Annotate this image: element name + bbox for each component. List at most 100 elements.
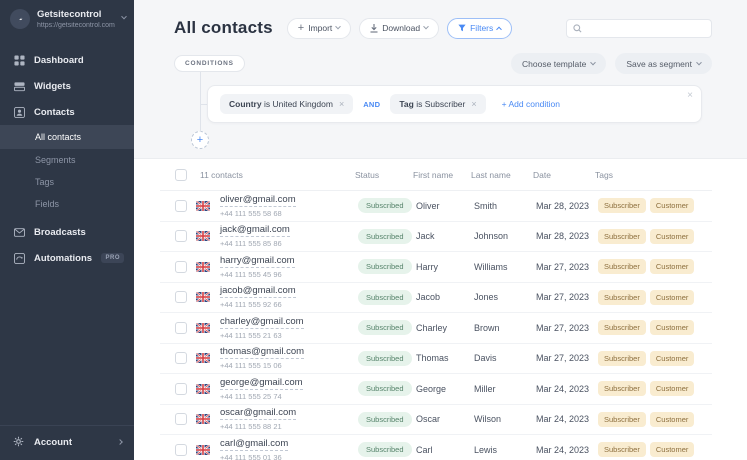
contact-email[interactable]: jacob@gmail.com (220, 285, 296, 299)
row-checkbox[interactable] (175, 260, 187, 273)
table-row[interactable]: jacob@gmail.com +44 111 555 92 66 Subscr… (160, 283, 712, 313)
uk-flag-icon (196, 292, 210, 303)
row-checkbox[interactable] (175, 443, 187, 456)
first-name-cell: Harry (416, 261, 438, 272)
sidebar: Getsitecontrol https://getsitecontrol.co… (0, 0, 134, 460)
sidebar-item-broadcasts[interactable]: Broadcasts (0, 219, 134, 245)
search-input[interactable] (587, 23, 705, 33)
row-checkbox[interactable] (175, 352, 187, 365)
table-row[interactable]: harry@gmail.com +44 111 555 45 96 Subscr… (160, 252, 712, 283)
contact-phone: +44 111 555 88 21 (220, 422, 282, 432)
tag-badge: Subscriber (598, 411, 646, 427)
tags-cell: Subscriber Customer (598, 228, 712, 244)
last-name-cell: Jones (474, 292, 499, 303)
sidebar-item-automations[interactable]: Automations PRO (0, 245, 134, 271)
date-cell: Mar 27, 2023 (536, 261, 590, 272)
add-condition-link[interactable]: + Add condition (501, 99, 561, 109)
table-row[interactable]: oscar@gmail.com +44 111 555 88 21 Subscr… (160, 405, 712, 435)
close-card-icon[interactable]: × (687, 90, 693, 101)
contact-cell: jacob@gmail.com +44 111 555 92 66 (220, 285, 358, 309)
tag-badge: Subscriber (598, 198, 646, 214)
condition-field: Country (229, 99, 262, 109)
contact-cell: harry@gmail.com +44 111 555 45 96 (220, 255, 358, 279)
uk-flag-icon (196, 231, 210, 242)
contact-email[interactable]: carl@gmail.com (220, 437, 289, 451)
save-as-segment-button[interactable]: Save as segment (615, 53, 712, 74)
tag-badge: Customer (649, 259, 695, 275)
condition-chip-country[interactable]: Country is United Kingdom × (220, 94, 354, 114)
status-badge: Subscribed (358, 442, 412, 458)
dashboard-icon (13, 54, 25, 66)
row-checkbox[interactable] (175, 230, 187, 243)
download-button[interactable]: Download (359, 17, 440, 39)
date-cell: Mar 27, 2023 (536, 322, 590, 333)
tag-badge: Customer (649, 381, 695, 397)
first-name-cell: Thomas (416, 353, 449, 364)
contact-email[interactable]: thomas@gmail.com (220, 346, 305, 360)
condition-value: is United Kingdom (263, 99, 333, 109)
column-header-last-name: Last name (471, 169, 511, 180)
contacts-icon (13, 106, 25, 118)
add-condition-group-button[interactable]: + (191, 131, 209, 149)
sidebar-item-contacts[interactable]: Contacts (0, 99, 134, 125)
row-checkbox[interactable] (175, 413, 187, 426)
workspace-switcher[interactable]: Getsitecontrol https://getsitecontrol.co… (0, 0, 134, 37)
sidebar-item-tags[interactable]: Tags (35, 177, 55, 187)
table-row[interactable]: carl@gmail.com +44 111 555 01 36 Subscri… (160, 435, 712, 460)
conditions-label: CONDITIONS (174, 55, 245, 72)
contact-email[interactable]: harry@gmail.com (220, 254, 295, 268)
first-name-cell: Jack (416, 231, 435, 242)
remove-condition-icon[interactable]: × (338, 99, 345, 109)
workspace-name: Getsitecontrol (37, 9, 102, 20)
condition-chip-tag[interactable]: Tag is Subscriber × (390, 94, 486, 114)
contact-email[interactable]: oscar@gmail.com (220, 407, 297, 421)
table-row[interactable]: jack@gmail.com +44 111 555 85 86 Subscri… (160, 222, 712, 252)
tag-badge: Customer (649, 320, 695, 336)
contact-email[interactable]: charley@gmail.com (220, 315, 304, 329)
date-cell: Mar 28, 2023 (536, 231, 590, 242)
contact-phone: +44 111 555 25 74 (220, 391, 282, 401)
table-row[interactable]: thomas@gmail.com +44 111 555 15 06 Subsc… (160, 344, 712, 374)
sidebar-item-segments[interactable]: Segments (35, 155, 76, 165)
row-checkbox[interactable] (175, 321, 187, 334)
remove-condition-icon[interactable]: × (471, 99, 477, 109)
tag-badge: Subscriber (598, 381, 646, 397)
search-box[interactable] (566, 18, 712, 38)
filters-button[interactable]: Filters (447, 17, 513, 39)
sidebar-item-widgets[interactable]: Widgets (0, 73, 134, 99)
pro-badge: PRO (101, 253, 124, 263)
row-checkbox[interactable] (175, 291, 187, 304)
contacts-count: 11 contacts (200, 169, 243, 180)
status-badge: Subscribed (358, 289, 412, 305)
choose-template-label: Choose template (522, 58, 587, 69)
last-name-cell: Williams (474, 261, 508, 272)
uk-flag-icon (196, 383, 210, 394)
chevron-up-icon (496, 26, 503, 33)
last-name-cell: Davis (474, 353, 497, 364)
status-cell: Subscribed (358, 259, 416, 275)
last-name-cell: Lewis (474, 444, 498, 455)
page-title: All contacts (174, 18, 273, 37)
sidebar-item-account[interactable]: Account (0, 426, 134, 460)
contact-email[interactable]: jack@gmail.com (220, 224, 290, 238)
select-all-checkbox[interactable] (175, 168, 187, 181)
contact-email[interactable]: george@gmail.com (220, 376, 303, 390)
row-checkbox[interactable] (175, 382, 187, 395)
condition-field: Tag (399, 99, 414, 109)
status-badge: Subscribed (358, 228, 412, 244)
date-cell: Mar 24, 2023 (536, 414, 590, 425)
sidebar-item-all-contacts[interactable]: All contacts (0, 125, 134, 149)
status-badge: Subscribed (358, 259, 412, 275)
tag-badge: Subscriber (598, 259, 646, 275)
sidebar-item-dashboard[interactable]: Dashboard (0, 47, 134, 73)
sidebar-item-fields[interactable]: Fields (35, 199, 60, 209)
table-row[interactable]: charley@gmail.com +44 111 555 21 63 Subs… (160, 313, 712, 344)
choose-template-button[interactable]: Choose template (511, 53, 607, 74)
table-row[interactable]: oliver@gmail.com +44 111 555 58 68 Subsc… (160, 191, 712, 222)
import-button[interactable]: + Import (286, 17, 352, 39)
table-row[interactable]: george@gmail.com +44 111 555 25 74 Subsc… (160, 374, 712, 405)
import-button-label: Import (308, 23, 333, 33)
contact-email[interactable]: oliver@gmail.com (220, 193, 296, 207)
status-badge: Subscribed (358, 320, 412, 336)
row-checkbox[interactable] (175, 199, 187, 212)
